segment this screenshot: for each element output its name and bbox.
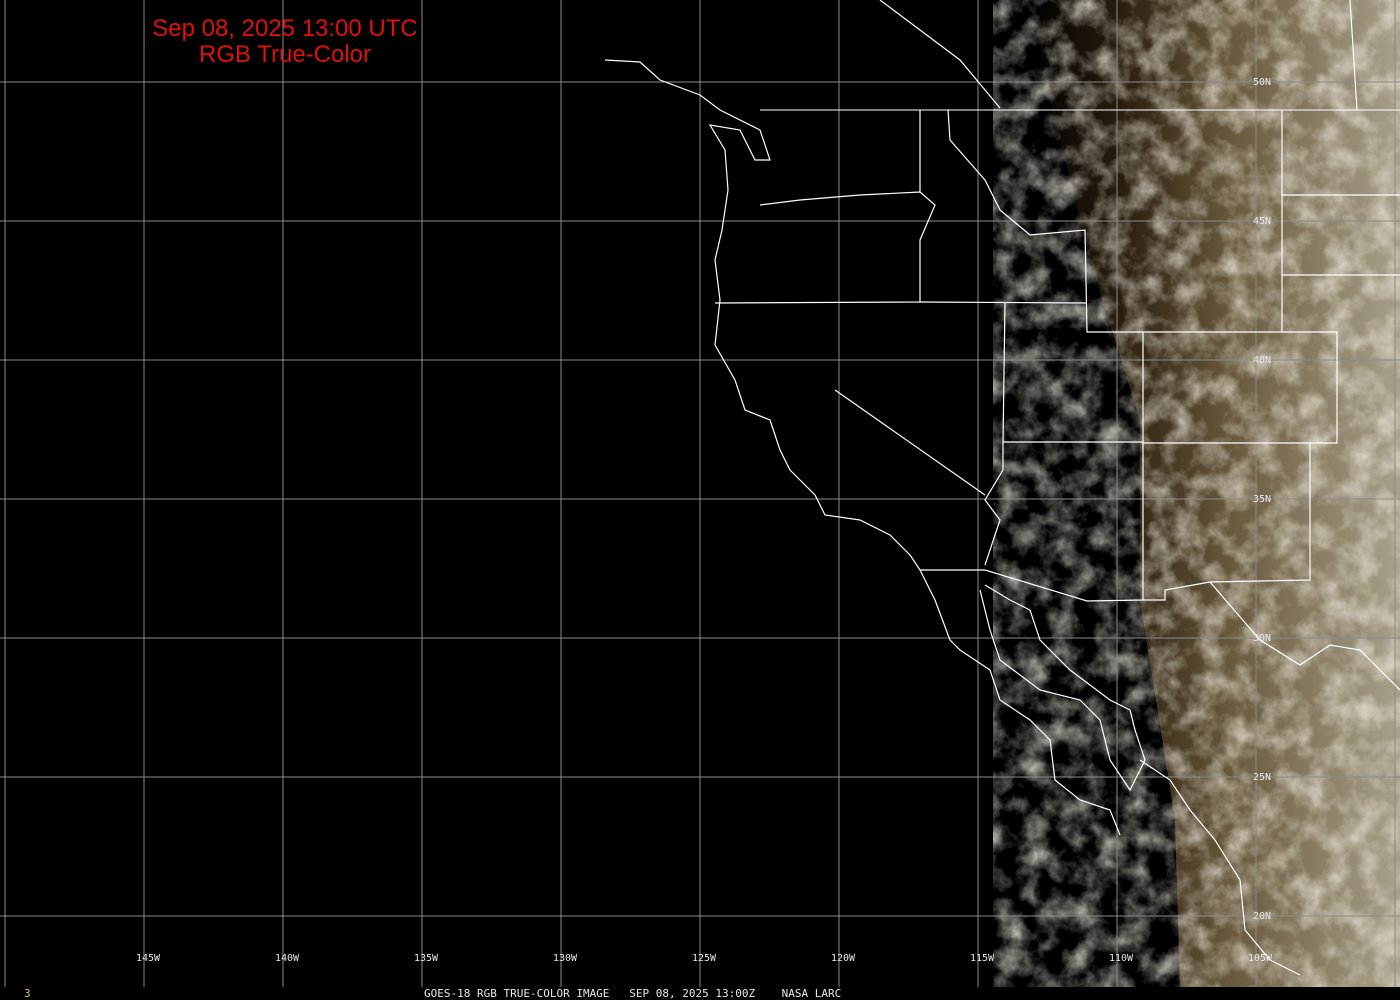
title-product: RGB True-Color [198,41,372,68]
latitude-label: 40N [1253,355,1271,366]
title-datetime: Sep 08, 2025 13:00 UTC [152,15,418,42]
longitude-label: 115W [970,953,995,964]
longitude-label: 125W [692,953,717,964]
latitude-label: 25N [1253,772,1271,783]
latitude-label: 20N [1253,911,1271,922]
longitude-label: 145W [136,953,161,964]
footer-caption: GOES-18 RGB TRUE-COLOR IMAGE SEP 08, 202… [424,987,842,1000]
longitude-label: 110W [1109,953,1134,964]
footer-bar: 3 GOES-18 RGB TRUE-COLOR IMAGE SEP 08, 2… [0,987,1400,1000]
latitude-label: 45N [1253,216,1271,227]
coastline-and-borders [604,0,1400,976]
longitude-label: 130W [553,953,578,964]
longitude-label: 140W [275,953,300,964]
longitude-label: 120W [831,953,856,964]
latitude-label: 35N [1253,494,1271,505]
daylight-imagery [1030,0,1400,988]
frame-number: 3 [24,987,31,1000]
longitude-label: 105W [1248,953,1273,964]
latitude-label: 30N [1253,633,1271,644]
latitude-label: 50N [1253,77,1271,88]
longitude-label: 135W [414,953,439,964]
